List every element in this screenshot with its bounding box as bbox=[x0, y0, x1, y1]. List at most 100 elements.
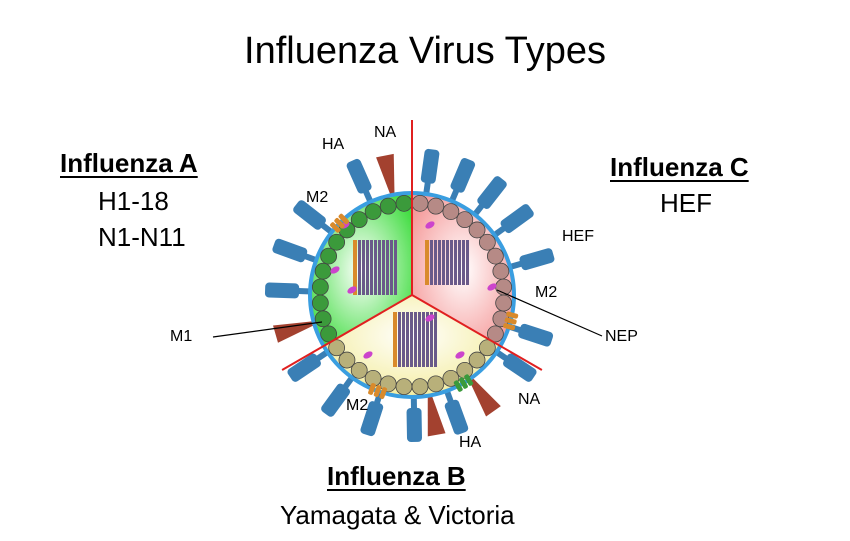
rnp-strand bbox=[362, 240, 365, 295]
m1-protein bbox=[442, 203, 460, 221]
na-wedge bbox=[468, 377, 501, 417]
label-pointers bbox=[212, 289, 603, 338]
nep-protein bbox=[455, 351, 465, 359]
m1-protein bbox=[468, 221, 486, 239]
rnp-strand bbox=[398, 312, 401, 367]
m1-pointer-line bbox=[212, 321, 323, 338]
rnp-strand bbox=[458, 240, 461, 285]
m1-protein bbox=[468, 351, 486, 369]
m2-subunit bbox=[368, 383, 376, 395]
na-wedge bbox=[273, 321, 315, 343]
m1-protein bbox=[314, 262, 332, 280]
m2-channel bbox=[453, 374, 474, 392]
m1-protein bbox=[320, 247, 338, 265]
rnp-strand bbox=[358, 240, 361, 295]
ha-head bbox=[264, 282, 300, 299]
m1-protein bbox=[492, 262, 510, 280]
m2-subunit bbox=[464, 374, 474, 386]
ha-head bbox=[346, 158, 372, 194]
rnp-strand bbox=[438, 240, 441, 285]
m1-protein bbox=[311, 294, 329, 312]
label-m1: M1 bbox=[170, 328, 193, 345]
ha-head bbox=[450, 158, 476, 193]
rnp-bundle bbox=[393, 312, 437, 367]
ha-head bbox=[519, 248, 555, 271]
m1-protein bbox=[320, 325, 338, 343]
label-na-b: NA bbox=[518, 391, 541, 408]
m1-protein bbox=[395, 378, 413, 396]
rnp-strand bbox=[406, 312, 409, 367]
m2-subunit bbox=[453, 380, 463, 392]
ha-spike bbox=[420, 148, 440, 197]
rnp-bundle bbox=[353, 240, 397, 295]
m2-subunit bbox=[504, 317, 517, 325]
rnp-polymerase bbox=[425, 240, 429, 285]
rnp-strand bbox=[462, 240, 465, 285]
ha-head bbox=[500, 204, 534, 234]
ha-spike bbox=[406, 394, 422, 443]
m2-subunit bbox=[379, 387, 388, 400]
ha-head bbox=[444, 399, 469, 435]
m1-protein bbox=[478, 339, 496, 357]
m2-subunit bbox=[373, 385, 382, 397]
rnp-strand bbox=[366, 240, 369, 295]
m1-protein bbox=[328, 233, 346, 251]
na-wedge bbox=[427, 395, 446, 437]
nep-protein bbox=[487, 283, 497, 291]
ha-head bbox=[503, 353, 537, 382]
nep-pointer-line bbox=[496, 289, 603, 337]
nep-protein bbox=[425, 314, 435, 322]
rnp-strand bbox=[418, 312, 421, 367]
ha-head bbox=[321, 383, 351, 417]
rnp-strand bbox=[422, 312, 425, 367]
type-dividers bbox=[281, 120, 543, 371]
rnp-strand bbox=[426, 312, 429, 367]
nep-protein bbox=[347, 286, 357, 294]
ha-spike bbox=[264, 282, 313, 299]
rnp-bundle bbox=[425, 240, 469, 285]
m1-protein bbox=[350, 211, 368, 229]
nep-protein bbox=[330, 266, 340, 274]
m2-subunit bbox=[503, 323, 516, 331]
m1-protein bbox=[395, 194, 413, 212]
ha-head bbox=[272, 238, 308, 263]
rnp-strand bbox=[378, 240, 381, 295]
ha-head bbox=[287, 353, 321, 382]
m2-channels bbox=[330, 213, 519, 400]
na-spike bbox=[468, 377, 501, 417]
label-m2-b: M2 bbox=[346, 397, 369, 414]
rnp-strand bbox=[450, 240, 453, 285]
influenza-c-hef: HEF bbox=[660, 188, 712, 218]
m1-protein bbox=[364, 203, 382, 221]
m1-protein bbox=[495, 294, 513, 312]
divider-line bbox=[281, 294, 413, 371]
divider-line bbox=[411, 294, 543, 371]
m1-protein bbox=[379, 197, 397, 215]
rnp-strand bbox=[410, 312, 413, 367]
ha-head bbox=[406, 407, 422, 443]
m1-protein bbox=[411, 378, 429, 396]
na-spike bbox=[376, 153, 395, 196]
influenza-a-ha-subtypes: H1-18 bbox=[98, 186, 169, 216]
m1-protein bbox=[311, 278, 329, 296]
ha-head bbox=[293, 200, 326, 230]
label-m2-c: M2 bbox=[535, 284, 558, 301]
ribonucleoproteins bbox=[353, 240, 469, 367]
ha-head bbox=[360, 401, 384, 437]
m2-channel bbox=[503, 311, 519, 331]
m1-protein bbox=[486, 247, 504, 265]
m2-subunit bbox=[506, 311, 519, 319]
label-na-top: NA bbox=[374, 124, 397, 141]
m1-protein bbox=[338, 351, 356, 369]
rnp-strand bbox=[386, 240, 389, 295]
rnp-strand bbox=[442, 240, 445, 285]
rnp-strand bbox=[382, 240, 385, 295]
m1-protein bbox=[478, 233, 496, 251]
ha-spike bbox=[507, 248, 555, 271]
m1-protein bbox=[314, 310, 332, 328]
label-m2-a: M2 bbox=[306, 189, 329, 206]
rnp-strand bbox=[394, 240, 397, 295]
m1-protein bbox=[328, 339, 346, 357]
m1-protein bbox=[427, 197, 445, 215]
ha-head bbox=[518, 323, 554, 347]
